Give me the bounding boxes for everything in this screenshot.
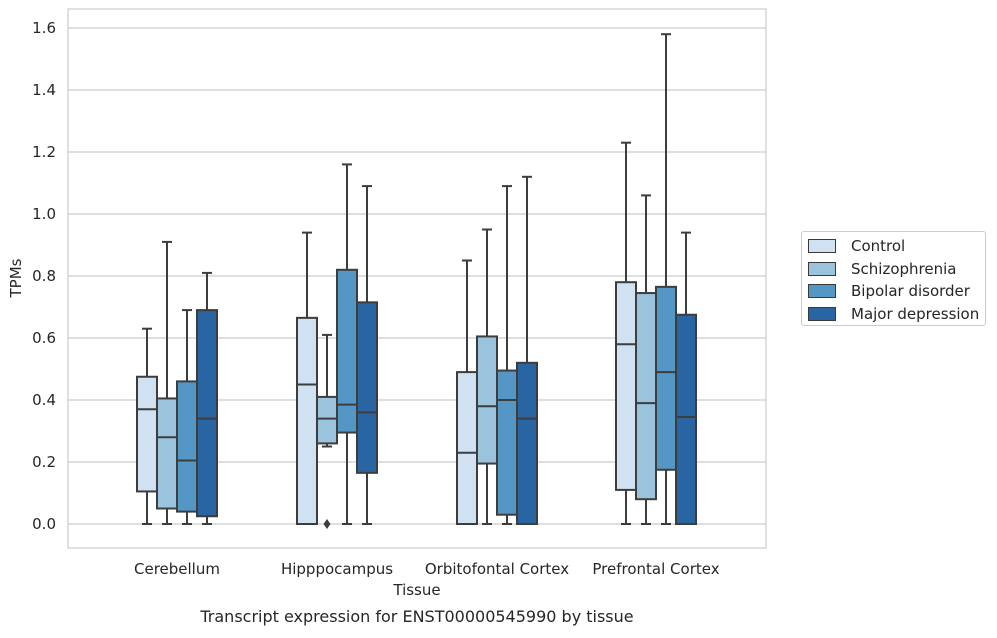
box-schizophrenia bbox=[156, 240, 178, 525]
y-tick-label: 0.8 bbox=[32, 267, 56, 285]
box-control bbox=[136, 327, 158, 525]
legend-item: Major depression bbox=[808, 303, 985, 326]
y-tick-label: 0.0 bbox=[32, 515, 56, 533]
legend-label: Schizophrenia bbox=[851, 259, 957, 278]
box-iqr bbox=[675, 313, 697, 525]
legend-item: Bipolar disorder bbox=[808, 280, 985, 303]
x-tick-label: Prefrontal Cortex bbox=[592, 560, 719, 578]
box-bipolar-disorder bbox=[496, 185, 518, 525]
legend-item: Control bbox=[808, 235, 985, 258]
legend-swatch bbox=[808, 239, 836, 254]
box-iqr bbox=[476, 335, 498, 465]
box-major-depression bbox=[516, 175, 538, 525]
x-tick-labels: Cerebellum Hipppocampus Orbitofontal Corte… bbox=[134, 560, 720, 578]
box-iqr bbox=[296, 316, 318, 525]
box-iqr bbox=[176, 380, 198, 513]
y-tick-label: 0.6 bbox=[32, 329, 56, 347]
box-iqr bbox=[356, 301, 378, 474]
y-tick-label: 0.2 bbox=[32, 453, 56, 471]
legend-item: Schizophrenia bbox=[808, 258, 985, 281]
box-bipolar-disorder bbox=[655, 33, 677, 525]
box-iqr bbox=[615, 281, 637, 491]
box-major-depression bbox=[675, 231, 697, 525]
y-tick-label: 0.4 bbox=[32, 391, 56, 409]
boxes-layer bbox=[136, 33, 697, 529]
y-tick-label: 1.6 bbox=[32, 19, 56, 37]
x-tick-label: Hipppocampus bbox=[281, 560, 393, 578]
box-iqr bbox=[635, 292, 657, 501]
legend: Control Schizophrenia Bipolar disorder Majo… bbox=[801, 231, 986, 326]
box-control bbox=[615, 141, 637, 525]
outlier-point bbox=[323, 519, 331, 529]
box-control bbox=[456, 259, 478, 525]
x-axis-label: Tissue bbox=[392, 581, 440, 599]
box-iqr bbox=[136, 375, 158, 493]
box-bipolar-disorder bbox=[336, 163, 358, 525]
y-axis-label: TPMs bbox=[7, 258, 25, 298]
x-tick-label: Orbitofontal Cortex bbox=[425, 560, 569, 578]
box-iqr bbox=[156, 397, 178, 510]
legend-swatch bbox=[808, 261, 836, 276]
legend-swatch bbox=[808, 284, 836, 299]
box-iqr bbox=[496, 369, 518, 516]
box-iqr bbox=[336, 268, 358, 434]
box-iqr bbox=[456, 371, 478, 525]
box-major-depression bbox=[356, 185, 378, 525]
y-tick-label: 1.4 bbox=[32, 81, 56, 99]
box-iqr bbox=[655, 285, 677, 471]
box-iqr bbox=[196, 309, 218, 518]
y-tick-label: 1.2 bbox=[32, 143, 56, 161]
legend-swatch bbox=[808, 306, 836, 321]
legend-label: Control bbox=[851, 237, 906, 256]
box-iqr bbox=[516, 361, 538, 525]
y-tick-labels: 0.0 0.2 0.4 0.6 0.8 1.0 1.2 1.4 1.6 bbox=[32, 19, 56, 533]
legend-label: Major depression bbox=[851, 304, 980, 323]
box-schizophrenia bbox=[635, 194, 657, 525]
box-iqr bbox=[316, 395, 338, 445]
box-schizophrenia bbox=[476, 228, 498, 525]
box-bipolar-disorder bbox=[176, 309, 198, 525]
y-tick-label: 1.0 bbox=[32, 205, 56, 223]
box-schizophrenia bbox=[316, 333, 338, 529]
legend-label: Bipolar disorder bbox=[851, 282, 970, 301]
x-tick-label: Cerebellum bbox=[134, 560, 220, 578]
chart-caption: Transcript expression for ENST0000054599… bbox=[199, 607, 633, 626]
plot-frame bbox=[67, 8, 767, 549]
box-major-depression bbox=[196, 271, 218, 525]
